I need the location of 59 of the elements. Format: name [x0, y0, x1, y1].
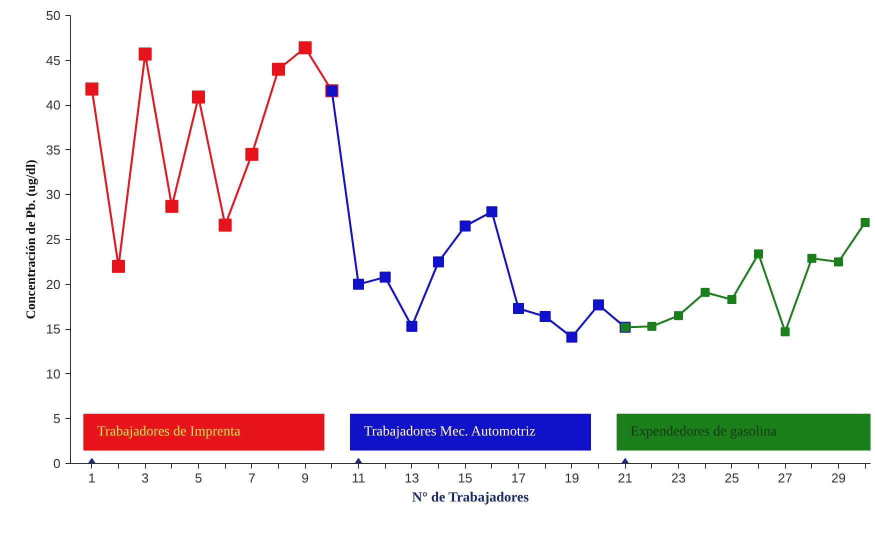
- point: [727, 295, 736, 304]
- y-tick-label: 50: [46, 8, 61, 23]
- point: [192, 90, 205, 104]
- y-axis-title: Concentración de Pb. (ug/dl): [23, 160, 38, 320]
- point: [647, 322, 656, 331]
- point: [353, 278, 364, 290]
- point: [780, 327, 790, 336]
- x-tick-label: 5: [194, 470, 202, 486]
- x-tick-label: 17: [511, 470, 526, 486]
- x-tick-label: 27: [778, 470, 792, 486]
- point: [566, 332, 578, 343]
- point: [380, 272, 391, 283]
- y-tick-label: 40: [46, 98, 61, 113]
- x-tick-label: 21: [618, 470, 632, 486]
- point: [754, 249, 763, 258]
- text: Trabajadores Mec. Automotriz: [364, 424, 536, 440]
- point: [513, 302, 524, 314]
- x-tick-label: 3: [142, 470, 149, 486]
- x-axis-title: N° de Trabajadores: [412, 490, 530, 506]
- point: [245, 148, 258, 161]
- point: [460, 220, 471, 232]
- point: [85, 82, 98, 96]
- x-tick-label: 13: [404, 470, 420, 486]
- x-tick-label: 23: [671, 470, 686, 486]
- x-tick-label: 9: [302, 470, 309, 486]
- x-tick-label: 7: [248, 470, 256, 486]
- x-tick-label: 1: [88, 470, 96, 486]
- point: [700, 288, 710, 297]
- point: [834, 257, 843, 266]
- point: [138, 48, 152, 61]
- y-tick-label: 25: [46, 232, 61, 247]
- point: [674, 311, 683, 320]
- point: [593, 299, 604, 310]
- point: [165, 200, 178, 213]
- y-tick-label: 30: [46, 187, 61, 202]
- y-tick-label: 20: [46, 276, 61, 292]
- y-tick-label: 45: [46, 52, 61, 68]
- point: [433, 256, 444, 268]
- x-tick-label: 15: [458, 470, 472, 486]
- point: [112, 260, 125, 273]
- x-tick-label: 11: [352, 470, 366, 486]
- x-tick-label: 25: [724, 470, 740, 486]
- point: [406, 320, 418, 332]
- point: [540, 311, 551, 322]
- y-tick-label: 5: [53, 411, 61, 426]
- y-tick-label: 35: [46, 142, 61, 158]
- x-tick-label: 19: [564, 470, 580, 486]
- point: [218, 218, 232, 232]
- y-tick-label: 0: [53, 456, 61, 471]
- point: [272, 62, 285, 76]
- y-tick-label: 10: [46, 366, 61, 382]
- y-tick-label: 15: [46, 322, 61, 337]
- x-tick-label: 29: [831, 470, 846, 486]
- point: [860, 218, 870, 227]
- point: [807, 254, 816, 263]
- point: [298, 41, 312, 54]
- text: Expendedores de gasolina: [630, 424, 778, 440]
- text: Trabajadores de Imprenta: [97, 424, 242, 440]
- point: [486, 206, 498, 218]
